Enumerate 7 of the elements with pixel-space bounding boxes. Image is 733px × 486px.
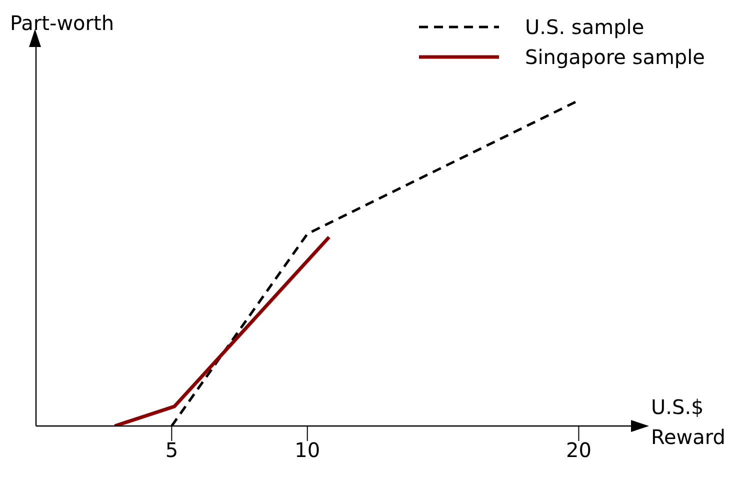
x-tick-label: 5 [165,438,178,462]
legend-label: Singapore sample [525,45,705,69]
y-axis-title: Part-worth [10,11,114,35]
legend-label: U.S. sample [525,15,644,39]
x-tick-label: 10 [294,438,320,462]
x-axis-title: U.S.$ Reward [651,395,726,449]
x-tick-label: 20 [566,438,592,462]
